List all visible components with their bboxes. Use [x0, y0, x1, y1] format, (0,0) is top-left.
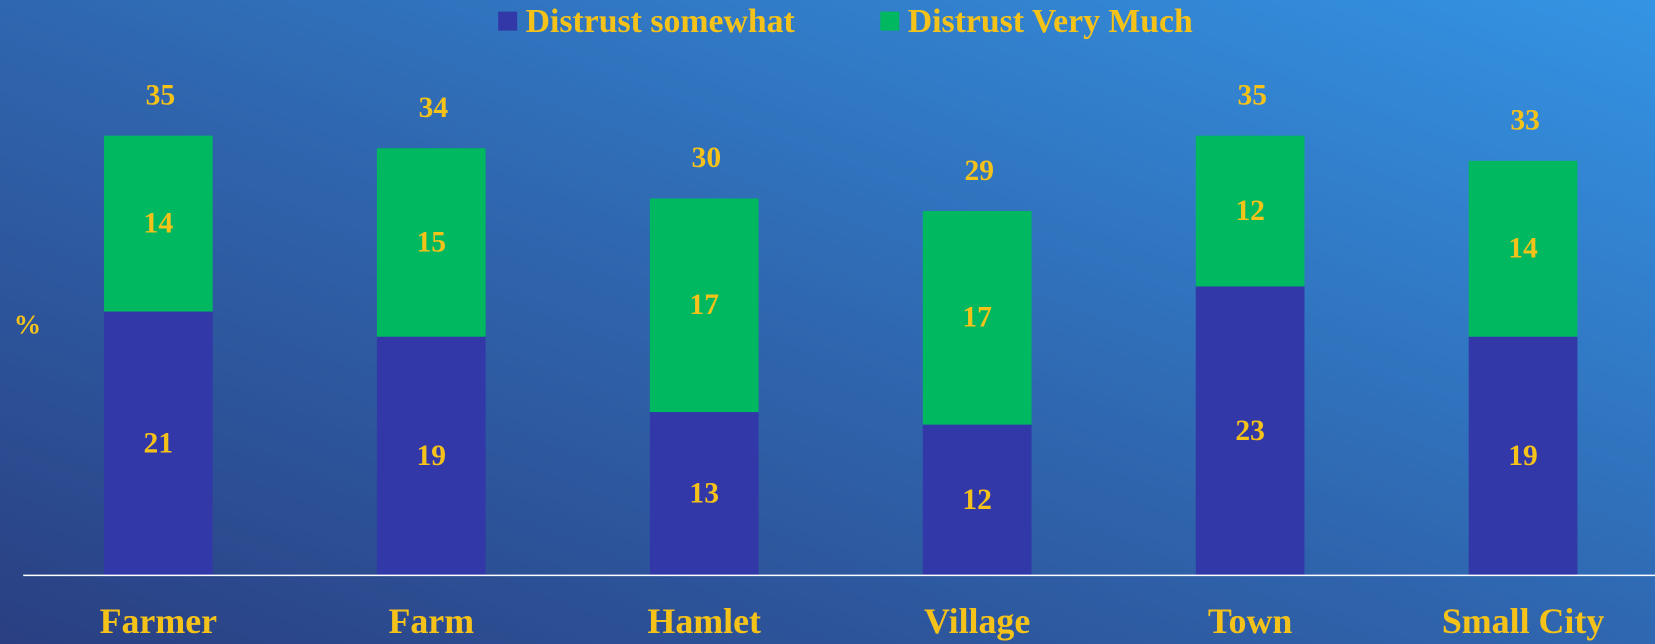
data-label: 17 [689, 289, 719, 321]
bar-segment [922, 211, 1032, 425]
bar-segment [649, 198, 759, 413]
bar-segment [376, 148, 486, 337]
bar-segment [1195, 135, 1305, 287]
bar-segment [103, 311, 213, 576]
bar-segment [376, 336, 486, 576]
bar-segment [1195, 286, 1305, 576]
y-axis-label: % [14, 310, 41, 340]
total-label: 29 [965, 155, 995, 187]
data-label: 15 [416, 226, 446, 258]
data-label: 19 [416, 440, 446, 472]
bar-segment [103, 135, 213, 312]
data-label: 12 [962, 484, 992, 516]
data-label: 14 [1508, 233, 1538, 265]
data-label: 12 [1235, 195, 1265, 227]
legend-swatch [880, 11, 900, 31]
legend-label: Distrust Very Much [908, 3, 1193, 40]
data-label: 21 [144, 427, 174, 459]
x-tick-label: Town [1208, 601, 1292, 641]
x-tick-label: Farm [388, 601, 474, 641]
bar-segment [922, 424, 1032, 576]
legend-label: Distrust somewhat [526, 3, 796, 40]
legend-swatch [498, 11, 518, 31]
total-label: 33 [1510, 105, 1540, 137]
x-tick-label: Small City [1442, 601, 1604, 641]
total-label: 34 [419, 92, 449, 124]
x-tick-label: Village [924, 601, 1030, 641]
data-label: 19 [1508, 440, 1538, 472]
bar-segment [649, 412, 759, 576]
data-label: 23 [1235, 415, 1265, 447]
x-tick-label: Hamlet [647, 601, 761, 641]
total-label: 35 [146, 79, 176, 111]
data-label: 13 [689, 478, 719, 510]
total-label: 35 [1237, 79, 1267, 111]
x-tick-label: Farmer [100, 601, 218, 641]
data-label: 14 [144, 207, 174, 239]
total-label: 30 [692, 142, 722, 174]
bar-segment [1468, 160, 1578, 337]
data-label: 17 [962, 302, 992, 334]
bar-segment [1468, 336, 1578, 576]
